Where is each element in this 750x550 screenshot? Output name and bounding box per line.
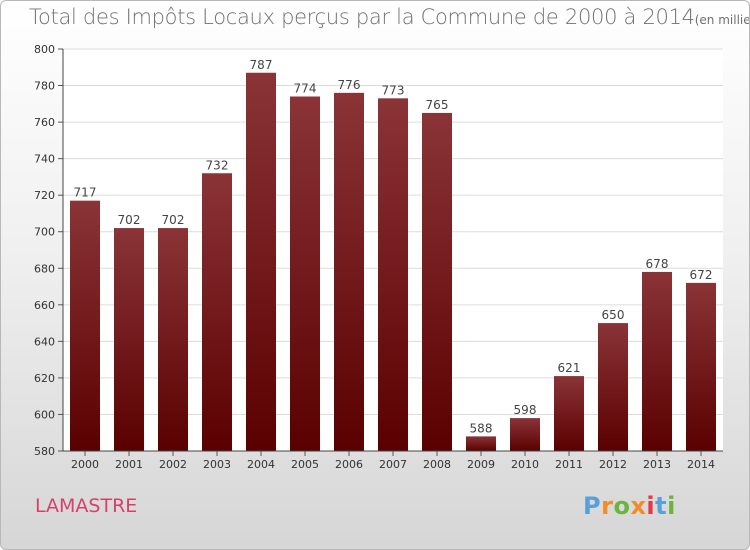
data-label-2010: 598: [514, 403, 537, 417]
x-tick-label-2014: 2014: [687, 458, 715, 471]
y-tick-label: 580: [34, 445, 55, 458]
logo-letter: o: [613, 492, 631, 520]
data-label-2004: 787: [250, 58, 273, 72]
data-label-2009: 588: [470, 421, 493, 435]
bar-2008: [422, 112, 452, 452]
title-row: Total des Impôts Locaux perçus par la Co…: [29, 5, 750, 29]
logo-letter: t: [655, 492, 668, 520]
y-tick-label: 600: [34, 408, 55, 421]
y-tick-label: 780: [34, 80, 55, 93]
x-tick-label-2008: 2008: [423, 458, 451, 471]
data-label-2013: 678: [646, 257, 669, 271]
data-label-2011: 621: [558, 361, 581, 375]
x-tick-label-2006: 2006: [335, 458, 363, 471]
y-tick-label: 700: [34, 226, 55, 239]
data-label-2000: 717: [74, 186, 97, 200]
x-tick-label-2010: 2010: [511, 458, 539, 471]
x-tick-label-2003: 2003: [203, 458, 231, 471]
logo-letter: i: [667, 492, 676, 520]
x-tick-label-2007: 2007: [379, 458, 407, 471]
chart-unit-note: (en milliers d'€): [694, 13, 750, 27]
y-tick-label: 800: [34, 43, 55, 56]
logo-letter: x: [630, 492, 647, 520]
bar-2001: [114, 228, 144, 451]
bar-2011: [554, 376, 584, 451]
bar-2000: [70, 200, 100, 451]
bar-2014: [686, 282, 716, 451]
y-tick-label: 680: [34, 262, 55, 275]
x-tick-label-2001: 2001: [115, 458, 143, 471]
data-label-2005: 774: [294, 82, 317, 96]
bar-2013: [642, 271, 672, 451]
y-tick-label: 620: [34, 372, 55, 385]
bar-2005: [290, 96, 320, 451]
logo-letter: i: [646, 492, 656, 520]
chart-title: Total des Impôts Locaux perçus par la Co…: [29, 5, 695, 29]
logo-letter: P: [583, 492, 602, 520]
bar-2006: [334, 92, 364, 451]
proxiti-logo: Proxiti: [583, 492, 676, 520]
x-tick-label-2005: 2005: [291, 458, 319, 471]
data-label-2006: 776: [338, 78, 361, 92]
y-tick-label: 660: [34, 299, 55, 312]
commune-name: LAMASTRE: [35, 495, 138, 517]
bar-2009: [466, 436, 496, 451]
logo-letter: r: [601, 492, 614, 520]
y-tick-label: 740: [34, 153, 55, 166]
y-tick-label: 720: [34, 189, 55, 202]
x-tick-label-2013: 2013: [643, 458, 671, 471]
x-tick-label-2012: 2012: [599, 458, 627, 471]
y-tick-label: 760: [34, 116, 55, 129]
x-tick-label-2000: 2000: [71, 458, 99, 471]
bar-2004: [246, 72, 276, 451]
x-tick-label-2011: 2011: [555, 458, 583, 471]
y-tick-label: 640: [34, 335, 55, 348]
bar-2010: [510, 418, 540, 451]
bar-2003: [202, 173, 232, 451]
data-label-2001: 702: [118, 213, 141, 227]
x-tick-label-2004: 2004: [247, 458, 275, 471]
x-tick-label-2009: 2009: [467, 458, 495, 471]
data-label-2002: 702: [162, 213, 185, 227]
data-label-2014: 672: [690, 268, 713, 282]
x-tick-label-2002: 2002: [159, 458, 187, 471]
data-label-2012: 650: [602, 308, 625, 322]
data-label-2008: 765: [426, 98, 449, 112]
bar-2007: [378, 98, 408, 451]
bar-2002: [158, 228, 188, 451]
data-label-2003: 732: [206, 158, 229, 172]
data-label-2007: 773: [382, 83, 405, 97]
bar-2012: [598, 323, 628, 451]
